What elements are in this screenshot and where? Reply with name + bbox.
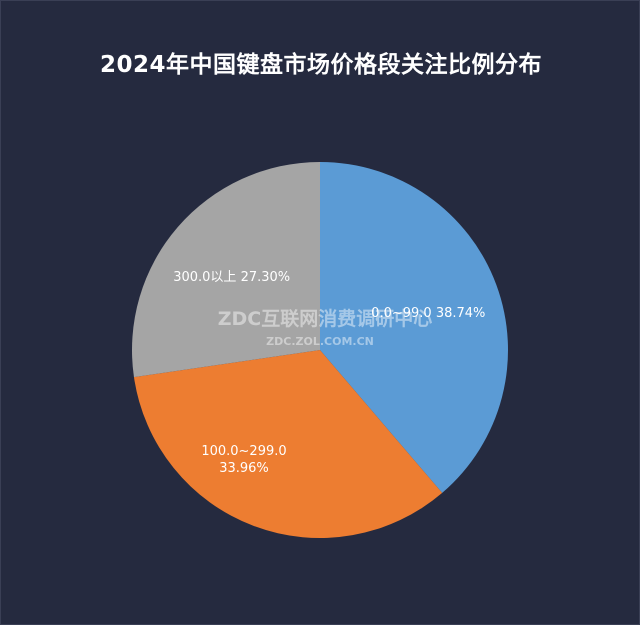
slice-label: 100.0~299.0 33.96% [201,444,286,476]
watermark-sub: ZDC.ZOL.COM.CN [266,335,374,348]
pie-slice [131,162,320,378]
pie-slice [320,162,508,493]
watermark-main: ZDC互联网消费调研中心 [218,307,433,330]
slice-label: 300.0以上 27.30% [173,270,290,285]
watermark: ZDC互联网消费调研中心 ZDC.ZOL.COM.CN [218,307,433,348]
pie-labels: 0.0~99.0 38.74% 100.0~299.0 33.96% 300.0以上 … [173,270,485,476]
pie-slice [133,350,443,539]
pie-slices [131,162,508,539]
slice-label: 0.0~99.0 38.74% [371,306,485,321]
chart-title: 2024年中国键盘市场价格段关注比例分布 [99,52,542,78]
